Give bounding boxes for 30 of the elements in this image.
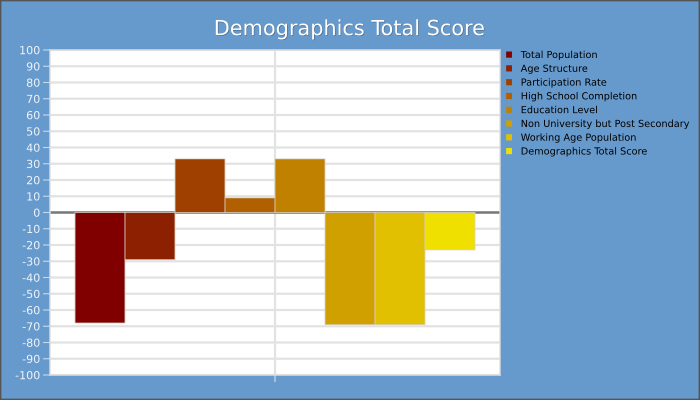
legend-label: Participation Rate [522, 78, 606, 88]
y-tick-label: 0 [34, 208, 40, 217]
y-tick-label: -100 [16, 370, 40, 380]
y-tick-label: 100 [20, 46, 40, 54]
y-tick-label: 90 [26, 62, 40, 71]
y-tick-label: -40 [22, 273, 40, 282]
y-tick-label: 20 [26, 176, 40, 184]
y-tick-label: 30 [26, 160, 40, 168]
legend-label: Working Age Population [521, 133, 636, 143]
y-tick-label: 50 [26, 127, 40, 136]
y-tick-label: 80 [26, 78, 40, 87]
legend-label: Education Level [522, 106, 597, 114]
y-tick-label: 10 [27, 192, 40, 201]
y-tick-label: -70 [22, 322, 40, 331]
legend-label: Non University but Post Secondary [522, 120, 690, 129]
y-tick-label: -90 [22, 354, 40, 364]
legend-label: Age Structure [520, 64, 588, 74]
y-tick-label: -80 [22, 338, 40, 347]
y-tick-label: 70 [27, 94, 40, 104]
y-tick-label: 40 [26, 143, 40, 152]
legend-label: Total Population [520, 50, 597, 60]
y-tick-label: -60 [22, 306, 40, 314]
y-tick-label: -50 [22, 290, 40, 298]
y-tick-label: -10 [22, 224, 40, 234]
y-tick-label: 60 [26, 110, 40, 120]
y-tick-label: -30 [22, 257, 40, 266]
y-tick-label: -20 [22, 240, 40, 250]
legend-label: High School Completion [522, 92, 636, 102]
legend-label: Demographics Total Score [522, 147, 647, 157]
chart-title: Demographics Total Score [216, 19, 484, 40]
